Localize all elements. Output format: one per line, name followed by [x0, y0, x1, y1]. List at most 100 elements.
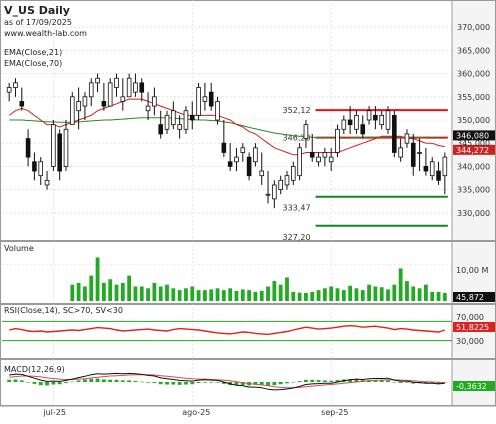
- price-tick-label: 360,000: [457, 70, 490, 79]
- volume-bar: [379, 287, 384, 301]
- macd-histogram-bar: [89, 378, 94, 382]
- candle: [164, 110, 170, 134]
- macd-histogram-bar: [266, 382, 270, 386]
- volume-bar: [316, 290, 321, 301]
- macd-histogram-bar: [442, 382, 447, 383]
- candle: [272, 180, 277, 209]
- candle-body: [354, 114, 359, 130]
- price-axis-strip: [452, 0, 496, 240]
- candle: [442, 152, 448, 195]
- price-tick-label: 330,000: [457, 209, 490, 218]
- candle-body: [297, 147, 302, 177]
- ema21-last-badge-text: 344,272: [456, 146, 489, 155]
- candle: [284, 171, 290, 190]
- candle: [95, 73, 100, 93]
- candle: [57, 129, 62, 181]
- candle: [139, 78, 145, 102]
- volume-bar: [442, 293, 447, 301]
- macd-line: [9, 372, 445, 391]
- axis-labels: 370,000 365,000 360,000 355,000 350,000 345,0…: [42, 23, 490, 417]
- volume-bar: [398, 268, 403, 301]
- volume-bar: [304, 293, 308, 301]
- source-url[interactable]: www.wealth-lab.com: [4, 29, 87, 38]
- candle-body: [410, 142, 416, 167]
- candle-body: [51, 124, 56, 167]
- pane-backgrounds: [0, 0, 496, 407]
- volume-bar: [171, 288, 176, 301]
- candle-body: [398, 147, 403, 158]
- ema70-label: EMA(Close,70): [4, 59, 62, 68]
- macd-histogram-bar: [76, 380, 81, 382]
- candle: [88, 78, 94, 107]
- candle-body: [25, 138, 31, 158]
- macd-histogram-bar: [7, 379, 12, 382]
- macd-last-value: -0,3632: [456, 382, 487, 391]
- candle: [253, 143, 258, 167]
- macd-histogram-bar: [405, 382, 409, 383]
- support-label: 327,20: [283, 233, 311, 242]
- candle-body: [436, 170, 441, 181]
- candle: [347, 106, 353, 134]
- candle-body: [6, 87, 12, 93]
- rsi-last-value: 51,8225: [456, 323, 489, 332]
- candle: [183, 106, 189, 134]
- macd-histogram-bar: [32, 382, 37, 384]
- volume-bar: [203, 290, 207, 301]
- candle-body: [19, 101, 25, 107]
- candle-body: [423, 165, 429, 172]
- volume-bar: [430, 291, 435, 301]
- candle: [126, 73, 132, 98]
- ema70-last-badge-bg: [453, 130, 495, 141]
- volume-bar: [127, 275, 132, 301]
- ema21-last-badge-bg: [453, 144, 495, 155]
- candle-body: [234, 156, 239, 163]
- candle-body: [126, 77, 132, 98]
- volume-bar: [354, 288, 359, 301]
- macd-histogram-bar: [398, 382, 403, 383]
- macd-histogram-bar: [379, 380, 384, 382]
- volume-bar: [411, 286, 416, 301]
- macd-histogram-bar: [190, 382, 195, 385]
- candle-body: [417, 152, 422, 154]
- macd-histogram-bar: [64, 382, 68, 383]
- macd-histogram-bar: [278, 382, 283, 385]
- candle: [410, 133, 416, 176]
- macd-histogram-bar: [171, 382, 176, 385]
- volume-bar: [139, 286, 144, 301]
- candle: [265, 171, 271, 204]
- candle: [215, 96, 220, 125]
- candle-body: [366, 110, 372, 121]
- volume-bar: [196, 290, 201, 301]
- volume-bar: [240, 289, 245, 301]
- candle: [114, 73, 119, 97]
- candle: [392, 110, 397, 158]
- candle-body: [208, 91, 214, 107]
- chart-title: V_US Daily: [4, 4, 70, 17]
- candle: [335, 124, 340, 158]
- candle-body: [196, 87, 201, 116]
- rsi-tick-30: 30,000: [456, 337, 484, 346]
- candle-body: [152, 96, 157, 107]
- candle-body: [158, 124, 163, 135]
- candle: [309, 133, 315, 162]
- volume-bar: [285, 277, 289, 301]
- candle-body: [284, 175, 290, 186]
- candle: [379, 110, 384, 130]
- volume-bar: [146, 288, 150, 301]
- macd-pane-label: MACD(12,26,9): [4, 365, 65, 374]
- candle-body: [335, 128, 340, 153]
- candle: [328, 147, 334, 172]
- candle-body: [139, 82, 145, 93]
- volume-bar: [348, 285, 353, 301]
- volume-bar: [108, 279, 113, 301]
- macd-histogram-bar: [95, 378, 100, 382]
- macd-histogram-bar: [392, 382, 397, 383]
- candle: [76, 87, 81, 130]
- macd-signal-line: [9, 374, 445, 389]
- candle-body: [442, 156, 448, 177]
- candle-body: [202, 96, 208, 102]
- volume-bar: [386, 289, 390, 301]
- candle: [227, 143, 233, 172]
- candle: [373, 106, 378, 130]
- candle: [246, 152, 252, 181]
